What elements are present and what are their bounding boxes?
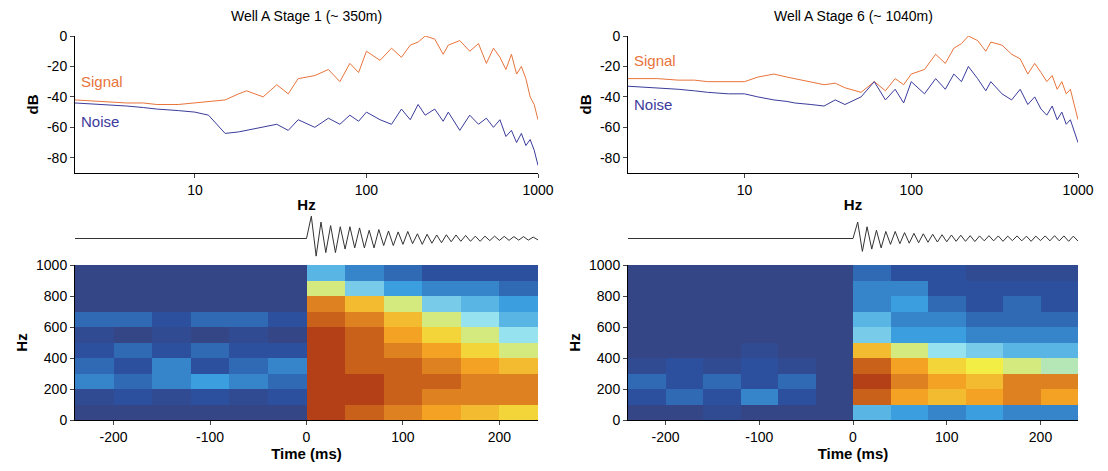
svg-text:200: 200 — [597, 381, 621, 397]
svg-text:-80: -80 — [600, 150, 620, 166]
svg-text:10: 10 — [187, 182, 203, 198]
svg-text:-40: -40 — [47, 89, 67, 105]
svg-text:Hz: Hz — [13, 333, 30, 351]
svg-text:800: 800 — [44, 288, 68, 304]
svg-text:400: 400 — [597, 350, 621, 366]
svg-text:10: 10 — [737, 182, 753, 198]
svg-text:200: 200 — [488, 429, 512, 445]
svg-text:200: 200 — [1029, 429, 1053, 445]
svg-text:-100: -100 — [196, 429, 224, 445]
svg-text:0: 0 — [59, 412, 67, 428]
svg-text:Noise: Noise — [81, 113, 119, 130]
svg-text:100: 100 — [935, 429, 959, 445]
svg-text:600: 600 — [44, 319, 68, 335]
svg-text:Signal: Signal — [81, 73, 123, 90]
svg-text:400: 400 — [44, 350, 68, 366]
svg-text:1000: 1000 — [36, 257, 67, 273]
svg-text:200: 200 — [44, 381, 68, 397]
svg-text:0: 0 — [612, 28, 620, 44]
svg-text:Noise: Noise — [634, 96, 672, 113]
svg-text:Well A Stage 6 (~ 1040m): Well A Stage 6 (~ 1040m) — [774, 8, 933, 24]
svg-text:Hz: Hz — [844, 196, 862, 213]
svg-text:600: 600 — [597, 319, 621, 335]
svg-text:dB: dB — [577, 94, 594, 114]
svg-text:-100: -100 — [745, 429, 773, 445]
svg-text:Hz: Hz — [297, 196, 315, 213]
svg-text:-60: -60 — [47, 119, 67, 135]
svg-text:100: 100 — [900, 182, 924, 198]
svg-text:dB: dB — [24, 94, 41, 114]
svg-text:100: 100 — [355, 182, 379, 198]
svg-text:Signal: Signal — [634, 52, 676, 69]
svg-text:-200: -200 — [651, 429, 679, 445]
svg-text:800: 800 — [597, 288, 621, 304]
svg-text:1000: 1000 — [589, 257, 620, 273]
svg-text:Time (ms): Time (ms) — [271, 445, 342, 462]
svg-text:0: 0 — [303, 429, 311, 445]
svg-text:-20: -20 — [47, 58, 67, 74]
svg-text:Hz: Hz — [566, 333, 583, 351]
svg-text:-60: -60 — [600, 119, 620, 135]
svg-text:1000: 1000 — [1062, 182, 1093, 198]
svg-text:-20: -20 — [600, 58, 620, 74]
svg-text:-200: -200 — [100, 429, 128, 445]
svg-text:0: 0 — [849, 429, 857, 445]
svg-text:0: 0 — [612, 412, 620, 428]
svg-text:0: 0 — [59, 28, 67, 44]
svg-text:100: 100 — [391, 429, 415, 445]
svg-text:-80: -80 — [47, 150, 67, 166]
svg-text:-40: -40 — [600, 89, 620, 105]
svg-text:Well A Stage 1 (~ 350m): Well A Stage 1 (~ 350m) — [231, 8, 382, 24]
svg-text:1000: 1000 — [522, 182, 553, 198]
svg-text:Time (ms): Time (ms) — [818, 445, 889, 462]
